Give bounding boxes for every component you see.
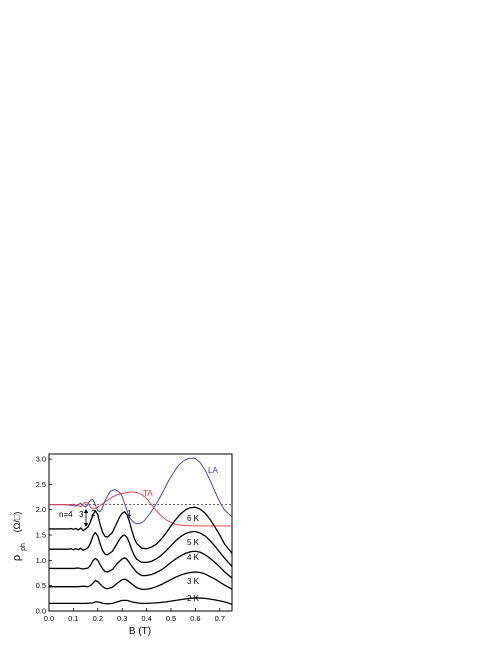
label-4k: 4 K — [187, 553, 200, 562]
y-tick-label: 3.0 — [36, 455, 46, 464]
label-ta: TA — [143, 489, 153, 498]
y-tick-label: 0.0 — [36, 607, 46, 616]
label-6k: 6 K — [187, 514, 200, 523]
y-axis-label-subscript: ph — [20, 543, 27, 551]
y-axis-label-unit: (Ω/□) — [12, 512, 22, 533]
series-line-2k — [49, 597, 233, 606]
annotation-n2: 2 — [91, 509, 96, 518]
annotations: n=4 3 2 1 LA TA 6 K 5 K 4 K 3 K 2 K — [59, 466, 218, 603]
x-tick-label: 0.2 — [93, 614, 103, 623]
series-line-6k — [49, 506, 233, 554]
x-tick-label: 0.0 — [44, 614, 54, 623]
y-tick-label: 1.5 — [36, 531, 46, 540]
x-tick-label: 0.4 — [141, 614, 151, 623]
x-tick-label: 0.6 — [190, 614, 200, 623]
series-line-5k — [49, 530, 233, 567]
series-line-la — [49, 457, 233, 525]
series-line-4k — [49, 550, 233, 579]
x-tick-label: 0.3 — [117, 614, 127, 623]
annotation-n4: n=4 — [59, 510, 73, 519]
x-axis: 0.0 0.1 0.2 0.3 0.4 0.5 0.6 0.7 — [44, 608, 225, 623]
x-tick-label: 0.7 — [215, 614, 225, 623]
y-tick-label: 2.5 — [36, 480, 46, 489]
label-3k: 3 K — [187, 577, 200, 586]
label-la: LA — [208, 466, 218, 475]
annotation-n3: 3 — [79, 510, 84, 519]
y-axis-label-symbol: ρ — [11, 555, 23, 561]
annotation-arrow-head-down — [83, 523, 89, 527]
y-axis-label: ρ ph (Ω/□) — [11, 512, 27, 561]
y-tick-label: 2.0 — [36, 505, 46, 514]
plot-area: 0.0 0.1 0.2 0.3 0.4 0.5 0.6 0.7 0.0 0.5 1.0 1.5 2.0… — [36, 453, 233, 623]
annotation-n1: 1 — [127, 509, 132, 518]
plot-frame — [48, 453, 233, 612]
series-line-3k — [49, 571, 233, 590]
label-5k: 5 K — [187, 538, 200, 547]
x-axis-label: B (T) — [129, 626, 151, 637]
x-tick-label: 0.5 — [166, 614, 176, 623]
series-layer — [49, 457, 233, 606]
y-tick-label: 0.5 — [36, 581, 46, 590]
y-axis: 0.0 0.5 1.0 1.5 2.0 2.5 3.0 — [36, 455, 52, 616]
series-line-ta — [49, 491, 232, 527]
y-tick-label: 1.0 — [36, 556, 46, 565]
annotation-arrow-head-up — [83, 509, 89, 513]
label-2k: 2 K — [187, 594, 200, 603]
x-tick-label: 0.1 — [68, 614, 78, 623]
